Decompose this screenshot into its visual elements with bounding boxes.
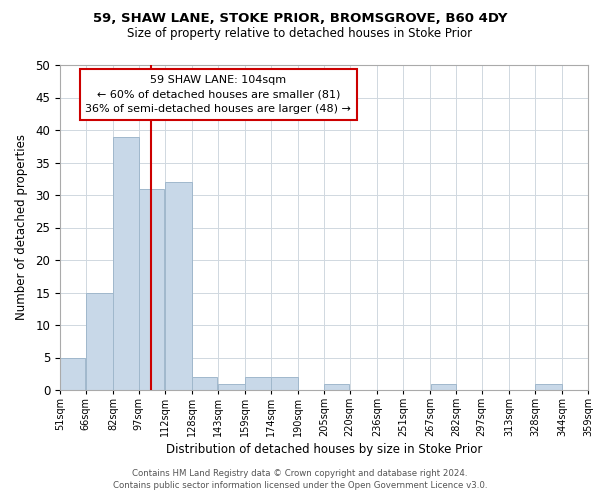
Text: Contains HM Land Registry data © Crown copyright and database right 2024.: Contains HM Land Registry data © Crown c…: [132, 468, 468, 477]
Bar: [60, 358, 85, 390]
Text: 59, SHAW LANE, STOKE PRIOR, BROMSGROVE, B60 4DY: 59, SHAW LANE, STOKE PRIOR, BROMSGROVE, …: [93, 12, 507, 26]
Bar: [139, 188, 164, 390]
Bar: [218, 384, 245, 390]
Text: Contains public sector information licensed under the Open Government Licence v3: Contains public sector information licen…: [113, 481, 487, 490]
Bar: [86, 292, 113, 390]
Bar: [113, 136, 139, 390]
Bar: [165, 182, 192, 390]
Bar: [245, 377, 271, 390]
Y-axis label: Number of detached properties: Number of detached properties: [16, 134, 28, 320]
Text: 59 SHAW LANE: 104sqm
← 60% of detached houses are smaller (81)
36% of semi-detac: 59 SHAW LANE: 104sqm ← 60% of detached h…: [85, 74, 352, 114]
Bar: [324, 384, 349, 390]
Bar: [192, 377, 217, 390]
Bar: [431, 384, 456, 390]
X-axis label: Distribution of detached houses by size in Stoke Prior: Distribution of detached houses by size …: [166, 444, 482, 456]
Bar: [535, 384, 562, 390]
Text: Size of property relative to detached houses in Stoke Prior: Size of property relative to detached ho…: [127, 28, 473, 40]
Bar: [271, 377, 298, 390]
